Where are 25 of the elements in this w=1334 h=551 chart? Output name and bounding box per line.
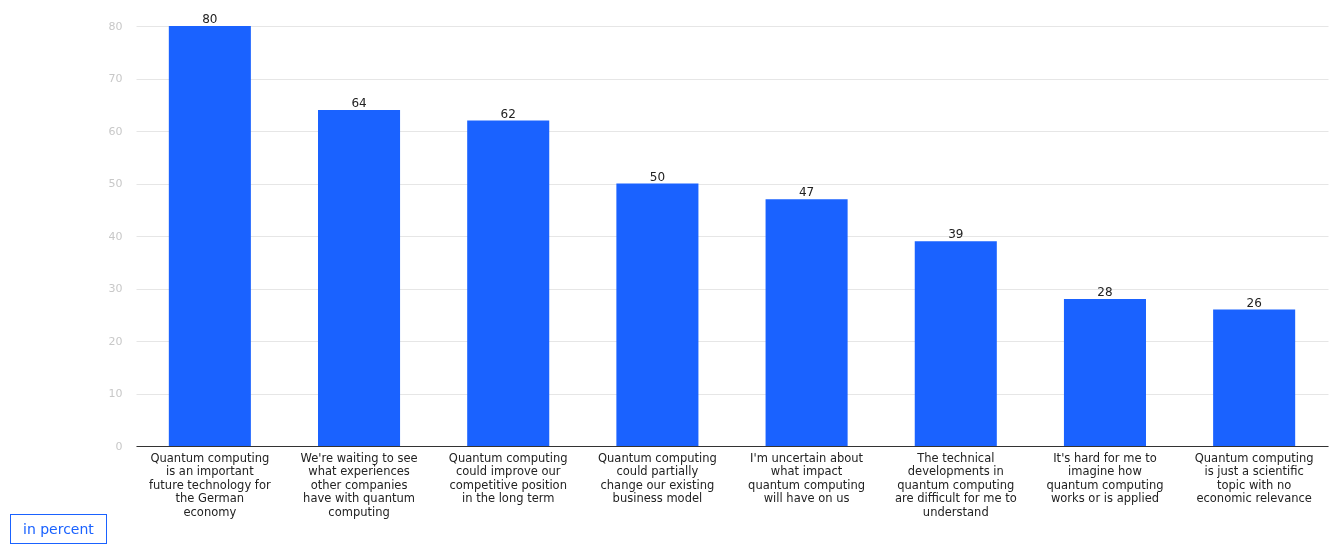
data-label: 28 (1097, 285, 1113, 299)
bar (1213, 309, 1296, 446)
data-label: 62 (500, 106, 516, 121)
text: in percent (10, 514, 107, 544)
bar (616, 183, 699, 446)
x-tick-label: The technical developments in quantum computing are difficult for me to understand (894, 450, 1017, 519)
data-label: 39 (948, 227, 964, 242)
data-label: 26 (1246, 295, 1262, 310)
data-label: 80 (202, 12, 218, 26)
data-label: 64 (351, 96, 367, 110)
x-tick-label: Quantum computing could improve our competitive position in the long term (448, 450, 568, 505)
x-tick-label: Quantum computing is just a scientific topic with no economic relevance (1194, 450, 1314, 505)
bar (168, 26, 251, 446)
x-tick-label: Quantum computing is an important future technology for the German economy (149, 450, 271, 519)
data-label: 50 (649, 169, 666, 184)
x-tick-label: We're waiting to see what experiences other companies have with quantum computing (300, 450, 418, 519)
data-label: 47 (798, 185, 815, 200)
x-tick-label: Quantum computing could partially change our existing business model (598, 450, 717, 505)
bar (467, 120, 550, 446)
bar (914, 241, 997, 446)
x-tick-label: It's hard for me to imagine how quantum computing works or is applied (1046, 450, 1164, 505)
x-tick-label: I'm uncertain about what impact quantum computing will have on us (748, 450, 866, 505)
bar (765, 199, 848, 446)
bar (318, 110, 401, 446)
bar (1063, 299, 1146, 446)
